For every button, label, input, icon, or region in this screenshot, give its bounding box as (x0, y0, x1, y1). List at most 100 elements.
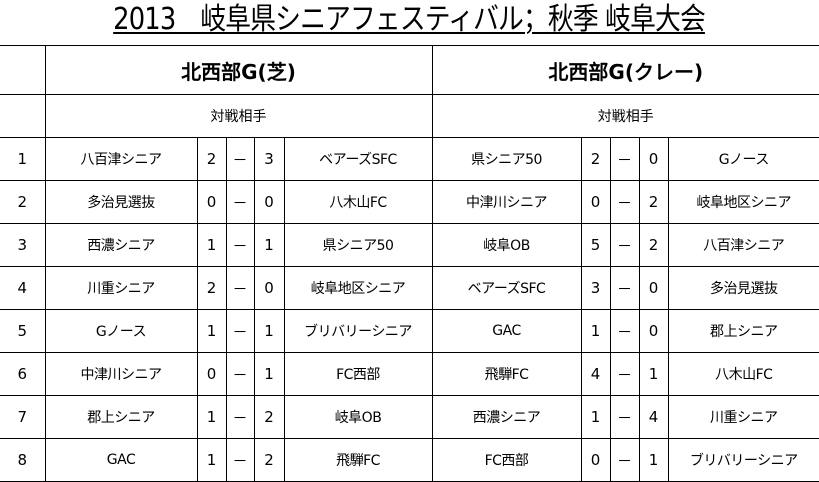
turf-away-score: 3 (253, 137, 285, 181)
clay-away-team: 八百津シニア (667, 223, 819, 267)
turf-away-team: 八木山FC (283, 180, 433, 224)
score-dash: － (225, 223, 255, 267)
clay-home-team: 西濃シニア (431, 395, 582, 439)
clay-away-score: 0 (638, 266, 669, 310)
clay-away-team: Gノース (667, 137, 819, 181)
turf-away-score: 0 (253, 180, 285, 224)
group-header-clay: 北西部G(クレー) (431, 45, 819, 95)
clay-away-team: ブリバリーシニア (667, 438, 819, 482)
turf-away-score: 2 (253, 438, 285, 482)
score-dash: － (225, 180, 255, 224)
score-dash: － (225, 137, 255, 181)
score-dash: － (225, 266, 255, 310)
turf-home-score: 1 (196, 309, 227, 353)
turf-away-team: 飛騨FC (283, 438, 433, 482)
clay-away-team: 多治見選抜 (667, 266, 819, 310)
turf-home-team: Gノース (44, 309, 198, 353)
opponent-header-clay: 対戦相手 (431, 94, 819, 138)
clay-away-score: 0 (638, 137, 669, 181)
score-dash: － (225, 352, 255, 396)
clay-away-score: 1 (638, 438, 669, 482)
match-number: 1 (0, 137, 46, 181)
clay-away-team: 郡上シニア (667, 309, 819, 353)
clay-home-score: 1 (580, 309, 611, 353)
score-dash: － (609, 223, 640, 267)
clay-home-team: ベアーズSFC (431, 266, 582, 310)
match-row: 2 多治見選抜 0 － 0 八木山FC 中津川シニア 0 － 2 岐阜地区シニア (0, 180, 819, 224)
clay-home-score: 3 (580, 266, 611, 310)
turf-home-team: 中津川シニア (44, 352, 198, 396)
clay-home-score: 2 (580, 137, 611, 181)
score-dash: － (225, 309, 255, 353)
match-row: 3 西濃シニア 1 － 1 県シニア50 岐阜OB 5 － 2 八百津シニア (0, 223, 819, 267)
clay-home-team: FC西部 (431, 438, 582, 482)
turf-away-team: FC西部 (283, 352, 433, 396)
score-dash: － (609, 352, 640, 396)
clay-away-score: 4 (638, 395, 669, 439)
results-table: 北西部G(芝) 北西部G(クレー) 対戦相手 対戦相手 1 八百津シニア 2 － 3 ベア… (0, 45, 819, 482)
match-row: 1 八百津シニア 2 － 3 ベアーズSFC 県シニア50 2 － 0 Gノース (0, 137, 819, 181)
turf-home-score: 1 (196, 223, 227, 267)
corner-cell (0, 45, 46, 95)
clay-away-team: 川重シニア (667, 395, 819, 439)
turf-home-score: 1 (196, 438, 227, 482)
turf-away-team: 岐阜OB (283, 395, 433, 439)
score-dash: － (609, 266, 640, 310)
turf-away-score: 1 (253, 309, 285, 353)
clay-home-team: GAC (431, 309, 582, 353)
match-row: 5 Gノース 1 － 1 ブリバリーシニア GAC 1 － 0 郡上シニア (0, 309, 819, 353)
clay-away-team: 岐阜地区シニア (667, 180, 819, 224)
turf-home-team: 川重シニア (44, 266, 198, 310)
turf-away-score: 1 (253, 352, 285, 396)
turf-home-team: 西濃シニア (44, 223, 198, 267)
match-row: 4 川重シニア 2 － 0 岐阜地区シニア ベアーズSFC 3 － 0 多治見選抜 (0, 266, 819, 310)
clay-away-score: 2 (638, 223, 669, 267)
turf-away-team: ブリバリーシニア (283, 309, 433, 353)
clay-away-score: 1 (638, 352, 669, 396)
turf-home-score: 0 (196, 180, 227, 224)
clay-away-team: 八木山FC (667, 352, 819, 396)
turf-home-team: 多治見選抜 (44, 180, 198, 224)
turf-home-score: 2 (196, 266, 227, 310)
clay-home-score: 1 (580, 395, 611, 439)
score-dash: － (609, 137, 640, 181)
clay-away-score: 0 (638, 309, 669, 353)
score-dash: － (609, 180, 640, 224)
corner-cell (0, 94, 46, 138)
clay-home-score: 5 (580, 223, 611, 267)
turf-away-score: 2 (253, 395, 285, 439)
match-row: 7 郡上シニア 1 － 2 岐阜OB 西濃シニア 1 － 4 川重シニア (0, 395, 819, 439)
match-number: 3 (0, 223, 46, 267)
clay-home-team: 中津川シニア (431, 180, 582, 224)
clay-home-score: 4 (580, 352, 611, 396)
match-number: 2 (0, 180, 46, 224)
score-dash: － (609, 309, 640, 353)
clay-home-team: 飛騨FC (431, 352, 582, 396)
turf-home-score: 0 (196, 352, 227, 396)
turf-away-score: 1 (253, 223, 285, 267)
page-title: 2013 岐阜県シニアフェスティバル；秋季 岐阜大会 (0, 0, 819, 45)
score-dash: － (225, 395, 255, 439)
turf-home-score: 2 (196, 137, 227, 181)
match-number: 4 (0, 266, 46, 310)
match-number: 5 (0, 309, 46, 353)
match-number: 8 (0, 438, 46, 482)
match-number: 6 (0, 352, 46, 396)
match-row: 6 中津川シニア 0 － 1 FC西部 飛騨FC 4 － 1 八木山FC (0, 352, 819, 396)
score-dash: － (609, 395, 640, 439)
turf-away-team: 県シニア50 (283, 223, 433, 267)
clay-home-score: 0 (580, 438, 611, 482)
turf-away-team: ベアーズSFC (283, 137, 433, 181)
turf-home-team: 郡上シニア (44, 395, 198, 439)
turf-home-team: GAC (44, 438, 198, 482)
clay-home-team: 岐阜OB (431, 223, 582, 267)
clay-home-score: 0 (580, 180, 611, 224)
turf-home-score: 1 (196, 395, 227, 439)
turf-home-team: 八百津シニア (44, 137, 198, 181)
turf-away-team: 岐阜地区シニア (283, 266, 433, 310)
clay-home-team: 県シニア50 (431, 137, 582, 181)
group-header-turf: 北西部G(芝) (44, 45, 433, 95)
opponent-header-turf: 対戦相手 (44, 94, 433, 138)
match-row: 8 GAC 1 － 2 飛騨FC FC西部 0 － 1 ブリバリーシニア (0, 438, 819, 482)
score-dash: － (609, 438, 640, 482)
